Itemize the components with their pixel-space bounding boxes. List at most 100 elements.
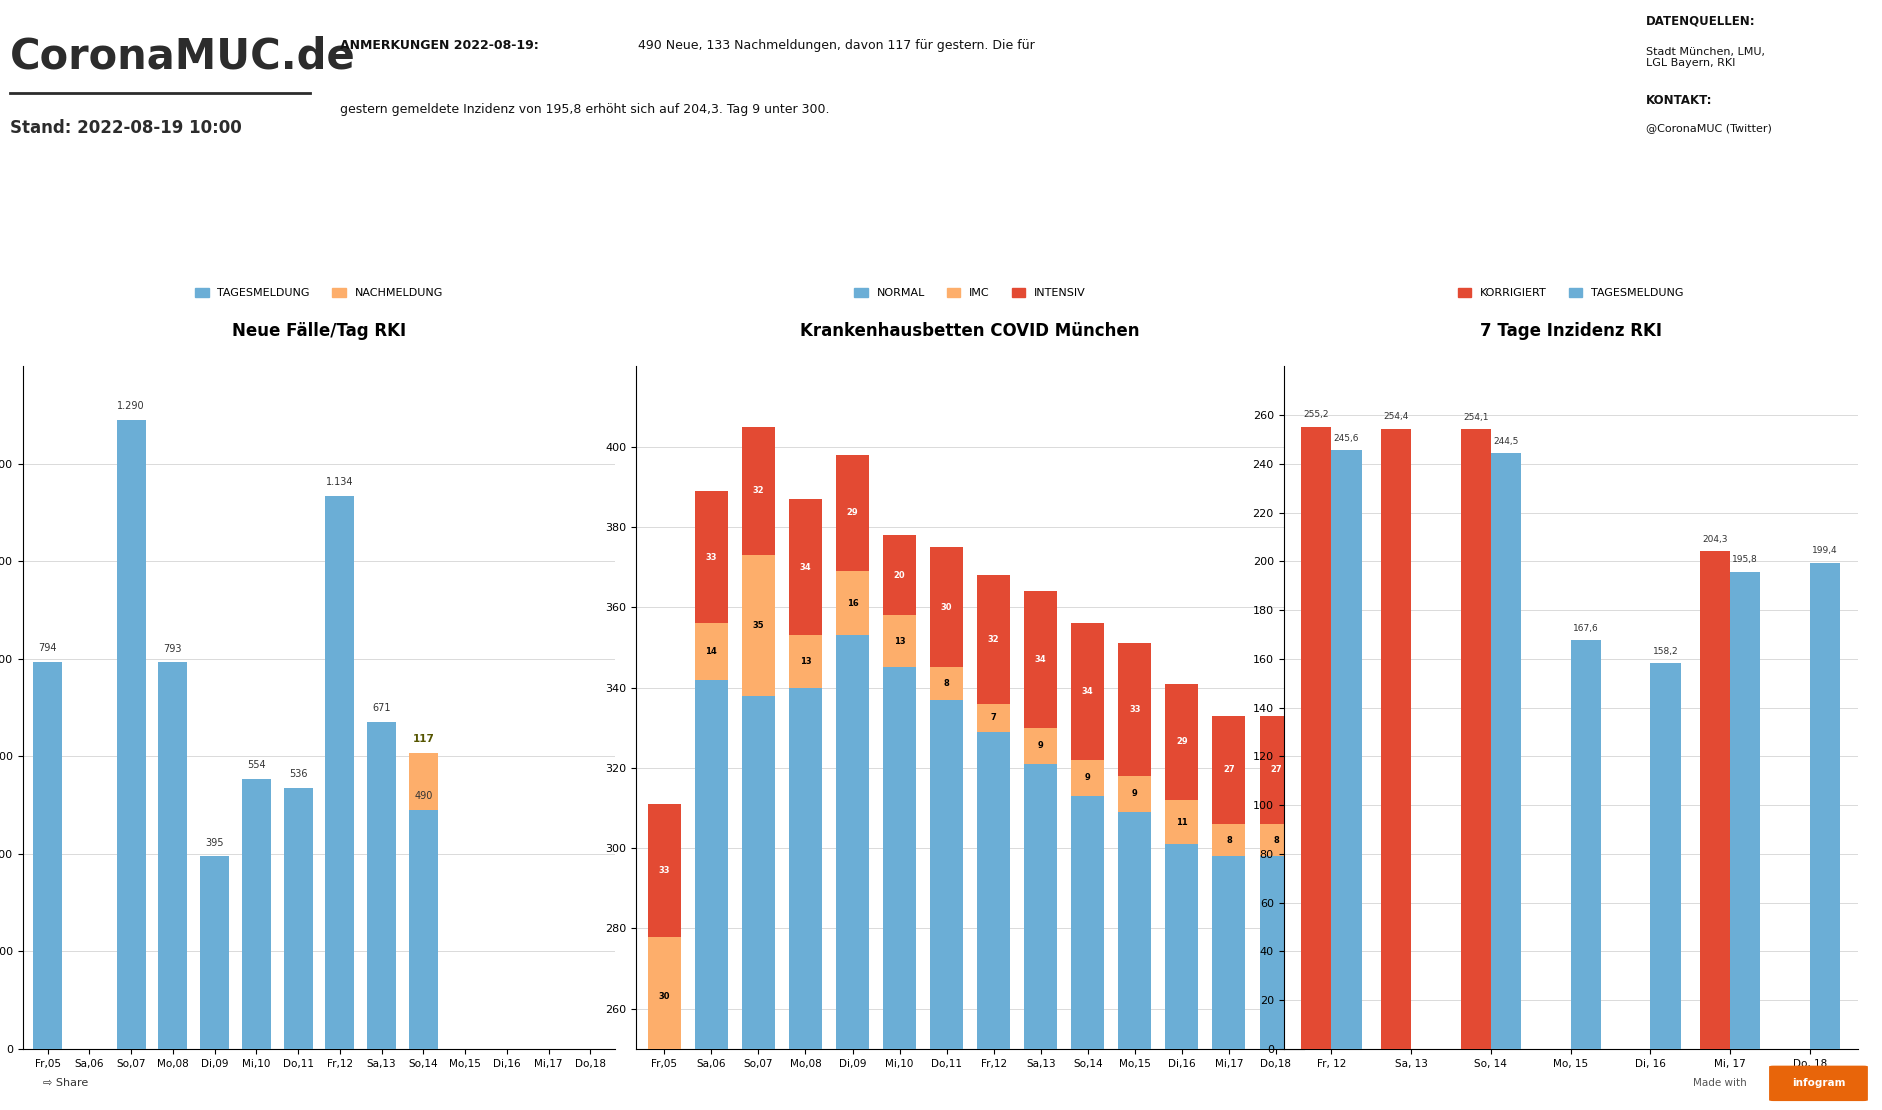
Text: Quelle: CoronaMUC
LMU: 0,77: Quelle: CoronaMUC LMU: 0,77: [1421, 313, 1528, 335]
Bar: [1165, 684, 1199, 800]
Bar: [977, 575, 1011, 704]
Text: 199,4: 199,4: [1684, 236, 1807, 274]
Legend: TAGESMELDUNG, NACHMELDUNG: TAGESMELDUNG, NACHMELDUNG: [190, 283, 448, 302]
Text: Stadt München, LMU,
LGL Bayern, RKI: Stadt München, LMU, LGL Bayern, RKI: [1647, 47, 1765, 69]
Bar: [34, 662, 62, 1049]
Bar: [1331, 451, 1363, 1049]
Legend: NORMAL, IMC, INTENSIV: NORMAL, IMC, INTENSIV: [851, 283, 1090, 302]
Bar: [789, 687, 822, 1110]
Bar: [789, 635, 822, 687]
Text: Stand: 2022-08-19 10:00: Stand: 2022-08-19 10:00: [9, 119, 241, 137]
Bar: [1165, 800, 1199, 844]
Text: CoronaMUC.de: CoronaMUC.de: [9, 36, 356, 78]
Bar: [1071, 796, 1105, 1110]
Bar: [1300, 426, 1331, 1049]
Text: 254,4: 254,4: [1383, 413, 1408, 422]
Text: 490 Neue, 133 Nachmeldungen, davon 117 für gestern. Die für: 490 Neue, 133 Nachmeldungen, davon 117 f…: [634, 39, 1035, 52]
Bar: [789, 498, 822, 635]
Text: 34: 34: [1035, 655, 1046, 664]
Text: 167,6: 167,6: [1573, 624, 1598, 633]
Title: Krankenhausbetten COVID München: Krankenhausbetten COVID München: [800, 322, 1140, 340]
Text: 8: 8: [943, 679, 950, 688]
Text: 6.740: 6.740: [574, 236, 698, 274]
Text: 254,1: 254,1: [1462, 413, 1489, 422]
Bar: [1118, 644, 1152, 776]
Bar: [1024, 728, 1058, 764]
Bar: [742, 426, 775, 555]
Text: 34: 34: [800, 563, 811, 572]
Text: 9: 9: [1131, 789, 1139, 798]
Text: KONTAKT:: KONTAKT:: [1647, 94, 1713, 107]
Text: 27: 27: [1191, 236, 1242, 270]
Text: 8: 8: [1052, 236, 1077, 270]
Text: ⇨ Share: ⇨ Share: [43, 1078, 88, 1089]
Text: 14: 14: [706, 647, 717, 656]
Bar: [1730, 572, 1760, 1049]
Bar: [836, 635, 869, 1110]
Text: REPRODUKTIONSWERT: REPRODUKTIONSWERT: [1398, 174, 1551, 186]
Text: 11: 11: [1176, 818, 1188, 827]
Text: AKTUELL INFIZIERTE*: AKTUELL INFIZIERTE*: [565, 174, 708, 186]
Bar: [930, 547, 964, 667]
Text: 32: 32: [988, 635, 999, 644]
Bar: [836, 571, 869, 635]
Bar: [367, 722, 397, 1049]
Bar: [1460, 430, 1491, 1049]
Bar: [1212, 824, 1246, 856]
FancyBboxPatch shape: [1769, 1066, 1867, 1101]
Text: 29: 29: [847, 508, 858, 517]
Text: 490: 490: [414, 791, 433, 801]
Text: INTENSIV: INTENSIV: [1189, 325, 1242, 335]
Bar: [883, 535, 917, 615]
Bar: [694, 624, 728, 679]
Text: 195,8: 195,8: [1731, 555, 1758, 564]
Text: Gesamt: 2.146: Gesamt: 2.146: [331, 325, 414, 335]
Text: 33: 33: [1129, 705, 1140, 714]
Title: 7 Tage Inzidenz RKI: 7 Tage Inzidenz RKI: [1479, 322, 1662, 340]
Bar: [408, 810, 439, 1049]
Bar: [883, 615, 917, 667]
Bar: [241, 779, 271, 1049]
Bar: [408, 753, 439, 810]
Bar: [1212, 856, 1246, 1110]
Bar: [977, 704, 1011, 731]
Legend: KORRIGIERT, TAGESMELDUNG: KORRIGIERT, TAGESMELDUNG: [1453, 283, 1688, 302]
Bar: [1381, 428, 1412, 1049]
Text: 245,6: 245,6: [1334, 434, 1359, 443]
Text: 8: 8: [1272, 836, 1280, 845]
Text: 9: 9: [1037, 741, 1045, 750]
Bar: [647, 804, 681, 937]
Text: 27: 27: [1223, 766, 1235, 775]
Text: Di-Sa, nicht nach
Feiertagen: Di-Sa, nicht nach Feiertagen: [1698, 313, 1794, 335]
Text: 8: 8: [1225, 836, 1233, 845]
Bar: [742, 696, 775, 1110]
Bar: [1259, 856, 1293, 1110]
Bar: [647, 937, 681, 1057]
Bar: [977, 731, 1011, 1110]
Text: 1.134: 1.134: [326, 477, 354, 487]
Bar: [199, 856, 230, 1049]
Text: Made with: Made with: [1692, 1078, 1746, 1089]
Text: 199,4: 199,4: [1812, 546, 1837, 555]
Bar: [1024, 764, 1058, 1110]
Text: 554: 554: [247, 760, 265, 770]
Bar: [1651, 664, 1681, 1049]
Bar: [1699, 551, 1730, 1049]
Text: ANMERKUNGEN 2022-08-19:: ANMERKUNGEN 2022-08-19:: [339, 39, 538, 52]
Bar: [1071, 760, 1105, 796]
Bar: [1118, 813, 1152, 1110]
Bar: [1491, 453, 1521, 1049]
Text: TODESFÄLLE: TODESFÄLLE: [331, 174, 414, 186]
Bar: [284, 788, 312, 1049]
Text: +611: +611: [68, 236, 181, 274]
Text: Summe RKI heute minus Genesene: Summe RKI heute minus Genesene: [837, 1074, 1063, 1088]
Bar: [326, 496, 354, 1049]
Text: Gesamt: 618.994: Gesamt: 618.994: [75, 325, 173, 335]
Text: 32: 32: [753, 486, 764, 495]
Bar: [1259, 824, 1293, 856]
Text: +0: +0: [343, 236, 403, 274]
Text: 204,3: 204,3: [1701, 535, 1728, 544]
Text: 793: 793: [164, 644, 183, 654]
Text: 30: 30: [659, 992, 670, 1001]
Bar: [742, 555, 775, 696]
